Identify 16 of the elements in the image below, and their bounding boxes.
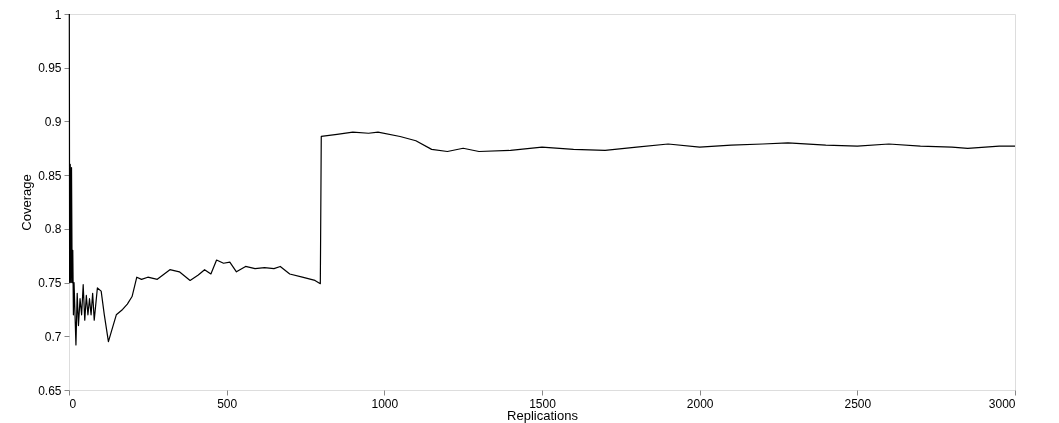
y-tick-label: 0.95 bbox=[38, 61, 62, 76]
y-tick-label: 0.75 bbox=[38, 276, 62, 291]
x-tick-label: 2500 bbox=[844, 396, 872, 411]
y-tick-label: 0.85 bbox=[38, 168, 62, 183]
x-tick-label: 2000 bbox=[686, 396, 714, 411]
line-series bbox=[68, 13, 1016, 346]
x-tick-label: 1000 bbox=[371, 396, 399, 411]
y-tick-label: 0.7 bbox=[44, 329, 62, 344]
x-tick-label: 0 bbox=[69, 396, 77, 411]
y-tick-label: 1 bbox=[54, 7, 62, 22]
y-tick-label: 0.65 bbox=[38, 383, 62, 398]
x-tick-label: 500 bbox=[217, 396, 238, 411]
x-tick-label: 3000 bbox=[988, 396, 1016, 411]
y-tick-label: 0.8 bbox=[44, 222, 62, 237]
y-tick-label: 0.9 bbox=[44, 114, 62, 129]
y-axis-title: Coverage bbox=[19, 174, 35, 231]
